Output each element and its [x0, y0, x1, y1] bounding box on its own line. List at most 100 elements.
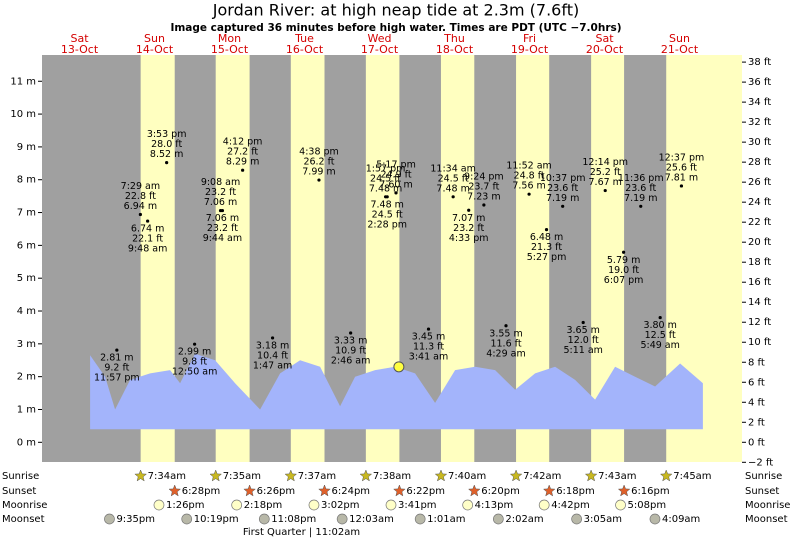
- moonset-time: 4:09am: [662, 514, 700, 525]
- tide-label: 5:11 am: [563, 345, 602, 356]
- tide-point: [658, 315, 662, 320]
- tide-label: 6.94 m: [124, 201, 157, 212]
- tide-label: 9:44 am: [203, 233, 242, 244]
- y2-tick-label: 36 ft: [748, 77, 771, 88]
- y2-tick-label: 30 ft: [748, 137, 771, 148]
- tide-point: [115, 348, 119, 352]
- y-tick-label: 8 m: [17, 175, 36, 186]
- sun-icon: [617, 484, 631, 497]
- tide-label: 25.6 ft: [666, 162, 697, 173]
- tide-point: [679, 184, 684, 188]
- moonset-icon: [649, 513, 661, 525]
- tide-label: 7.06 m: [206, 213, 239, 224]
- day-date: 13-Oct: [61, 43, 99, 56]
- sun-icon: [434, 469, 448, 482]
- tide-label: 12:14 pm: [582, 157, 628, 168]
- tide-label: 9.8 ft: [182, 357, 207, 368]
- tide-label: 11:34 am: [430, 163, 475, 174]
- y-tick-label: 10 m: [10, 109, 36, 120]
- y-tick-label: 5 m: [17, 273, 36, 284]
- sunrise-time: 7:35am: [223, 471, 261, 482]
- tide-label: 3.65 m: [566, 325, 599, 336]
- moonrise-icon: [462, 499, 474, 511]
- tide-label: 4:38 pm: [299, 147, 339, 158]
- moonrise-icon: [308, 499, 320, 511]
- moonset-icon: [336, 513, 348, 525]
- y-tick-label: 7 m: [17, 208, 36, 219]
- y2-tick-label: 16 ft: [748, 277, 771, 288]
- tide-label: 3:53 pm: [147, 129, 187, 140]
- tide-point: [138, 212, 142, 217]
- y2-tick-label: 26 ft: [748, 177, 771, 188]
- chart-subtitle: Image captured 36 minutes before high wa…: [170, 22, 621, 34]
- sunrise-time: 7:40am: [448, 471, 486, 482]
- moonrise-time: 4:42pm: [551, 500, 590, 511]
- tide-label: 2:28 pm: [367, 219, 407, 230]
- tide-label: 24.8 ft: [514, 171, 545, 182]
- tide-point: [193, 342, 197, 346]
- moonrise-time: 4:13pm: [475, 500, 514, 511]
- tide-label: 24.5 ft: [370, 173, 401, 184]
- tide-label: 11.6 ft: [490, 338, 521, 349]
- tide-label: 7.60 m: [379, 179, 412, 190]
- row-label: Sunset: [745, 486, 779, 497]
- sunrise-time: 7:37am: [298, 471, 336, 482]
- moonset-icon: [571, 513, 582, 525]
- day-name: Sun: [144, 32, 165, 45]
- y-tick-label: 6 m: [17, 240, 36, 251]
- tide-label: 5:49 am: [640, 340, 679, 351]
- sun-icon: [359, 469, 373, 482]
- tide-area: [90, 353, 703, 430]
- y2-tick-label: 28 ft: [748, 157, 771, 168]
- tide-label: 22.8 ft: [125, 191, 156, 202]
- tide-label: 3.33 m: [334, 336, 367, 347]
- tide-point: [385, 195, 389, 199]
- tide-label: 10.4 ft: [257, 350, 288, 361]
- sun-icon: [509, 469, 523, 482]
- tide-label: 12:50 am: [172, 367, 217, 378]
- y2-tick-label: 2 ft: [748, 417, 765, 428]
- tide-label: 6.74 m: [131, 224, 164, 235]
- tide-label: 2.99 m: [178, 347, 211, 358]
- row-label: Sunset: [2, 486, 36, 497]
- tide-label: 10:37 pm: [540, 173, 586, 184]
- current-tide-marker: [393, 361, 405, 373]
- tide-point: [394, 191, 398, 195]
- moonset-icon: [493, 513, 504, 525]
- tide-point: [639, 204, 643, 208]
- y2-tick-label: 32 ft: [748, 117, 771, 128]
- tide-point: [544, 228, 549, 232]
- tide-label: 9.2 ft: [104, 363, 129, 374]
- day-name: Thu: [443, 32, 465, 45]
- sun-icon: [168, 484, 182, 497]
- day-date: 18-Oct: [436, 43, 474, 56]
- tide-label: 11.3 ft: [413, 342, 444, 353]
- moonset-time: 1:01am: [427, 514, 465, 525]
- tide-label: 9:24 pm: [464, 171, 504, 182]
- day-date: 19-Oct: [511, 43, 549, 56]
- sunset-time: 6:24pm: [332, 486, 371, 497]
- tide-label: 11:57 pm: [94, 373, 140, 384]
- sun-icon: [243, 484, 256, 497]
- moonset-time: 10:19pm: [194, 514, 239, 525]
- tide-label: 5:17 pm: [376, 159, 416, 170]
- tide-label: 3.45 m: [412, 332, 445, 343]
- tide-label: 23.2 ft: [205, 187, 236, 198]
- tide-label: 3.80 m: [643, 320, 676, 331]
- sun-icon: [467, 484, 481, 497]
- y2-tick-label: −2 ft: [748, 457, 773, 468]
- day-name: Sun: [669, 32, 690, 45]
- tide-label: 8.29 m: [226, 157, 259, 168]
- tide-label: 2.81 m: [100, 353, 133, 364]
- tide-point: [241, 168, 245, 172]
- moonset-icon: [181, 513, 193, 525]
- day-date: 14-Oct: [136, 43, 174, 56]
- tide-point: [451, 195, 455, 199]
- day-date: 15-Oct: [211, 43, 249, 56]
- tide-label: 6.48 m: [530, 232, 563, 243]
- moonrise-icon: [231, 499, 243, 511]
- moonset-time: 12:03am: [349, 514, 394, 525]
- moonrise-icon: [153, 499, 165, 511]
- row-label: Moonrise: [745, 500, 790, 511]
- tide-label: 23.2 ft: [207, 223, 238, 234]
